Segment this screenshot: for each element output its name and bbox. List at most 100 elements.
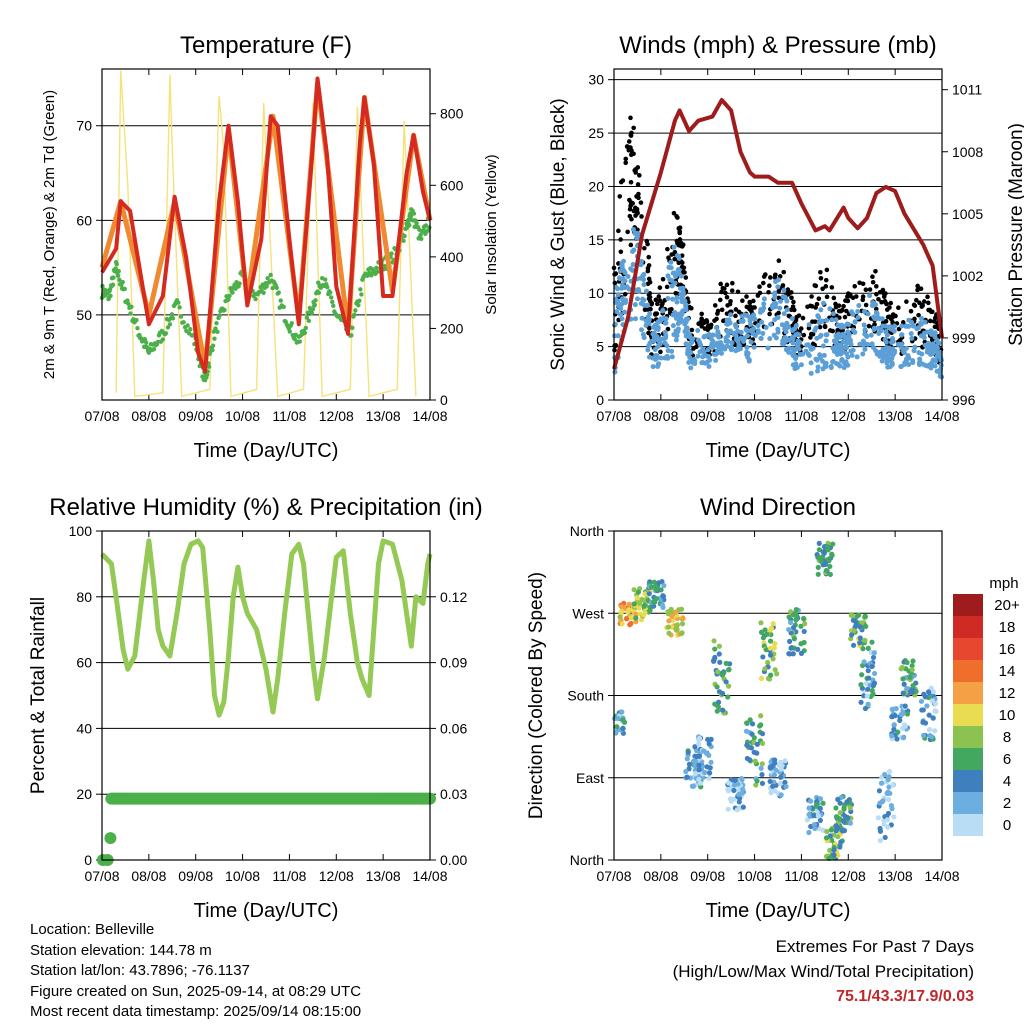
wind-point [701, 334, 707, 340]
gust-point [870, 274, 875, 279]
wind-point [856, 303, 862, 309]
direction-point [802, 621, 808, 627]
dewpoint-point [222, 307, 227, 313]
direction-point [830, 541, 836, 547]
wind-point [713, 325, 719, 331]
wind-point [650, 364, 656, 370]
precip-point [104, 832, 117, 845]
gust-point [911, 302, 917, 308]
wind-point [644, 302, 650, 308]
direction-point [753, 782, 759, 788]
direction-point [891, 726, 897, 732]
wind-point [924, 329, 930, 335]
wind-point [634, 235, 640, 241]
gust-point [719, 307, 725, 313]
x-tick-label: 07/08 [596, 868, 631, 884]
direction-point [760, 635, 767, 641]
wind-point [879, 349, 885, 355]
direction-point [771, 772, 777, 778]
wind-point [938, 362, 944, 368]
chart-title-1: Temperature (F) [180, 32, 352, 59]
direction-point [679, 621, 686, 627]
wind-point [886, 345, 892, 351]
gust-point [666, 255, 671, 260]
direction-point [865, 668, 871, 674]
direction-point [719, 672, 725, 678]
wind-point [663, 335, 669, 341]
wind-point [663, 316, 669, 322]
wind-point [852, 319, 858, 325]
wind-point [706, 363, 712, 369]
wind-point [784, 298, 790, 304]
chart-title-4: Wind Direction [700, 494, 856, 521]
extremes-values: 75.1/43.3/17.9/0.03 [836, 988, 974, 1005]
wind-point [731, 331, 737, 337]
pressure-line [612, 98, 944, 370]
gust-point [714, 316, 719, 322]
direction-point [772, 640, 778, 647]
wind-point [662, 329, 668, 335]
wind-point [761, 296, 767, 302]
direction-point [884, 790, 890, 796]
direction-point [623, 616, 630, 622]
direction-point [812, 825, 818, 832]
gust-point [817, 324, 823, 330]
dewpoint-point [350, 325, 355, 330]
wind-point [767, 336, 773, 342]
wind-point [676, 319, 682, 325]
wind-point [655, 326, 661, 332]
wind-point [797, 339, 803, 345]
gust-point [776, 258, 782, 264]
wind-point [830, 311, 836, 317]
gust-point [874, 291, 879, 297]
gust-point [816, 296, 822, 301]
direction-point [770, 656, 776, 662]
direction-point [636, 605, 642, 611]
wind-point [671, 244, 677, 250]
wind-point [830, 359, 836, 365]
dewpoint-point [188, 327, 193, 332]
direction-point [918, 698, 925, 704]
gust-point [760, 280, 766, 286]
direction-point [628, 620, 634, 627]
wind-point [821, 300, 827, 306]
wind-point [639, 327, 645, 333]
x-tick-label: 11/08 [272, 868, 306, 884]
wind-point [898, 364, 904, 370]
wind-point [791, 350, 797, 356]
direction-point [865, 645, 871, 651]
gust-point [776, 310, 781, 316]
direction-point [790, 625, 797, 631]
direction-point [833, 823, 839, 829]
dewpoint-point [374, 265, 379, 270]
wind-point [845, 362, 851, 368]
direction-point [659, 602, 665, 608]
direction-point [782, 779, 788, 786]
wind-point [697, 349, 703, 355]
direction-point [795, 646, 801, 652]
y-right-tick-label: 600 [440, 177, 464, 193]
y-right-tick-label: 0 [440, 392, 448, 408]
gust-point [730, 280, 735, 286]
gust-point [896, 305, 901, 311]
legend-label: 8 [1003, 729, 1011, 746]
direction-point [747, 717, 753, 723]
direction-point [823, 835, 830, 841]
direction-point [692, 771, 699, 777]
gust-point [925, 294, 930, 300]
gust-point [918, 286, 924, 292]
dewpoint-point [114, 262, 119, 267]
direction-point [706, 775, 712, 781]
gust-point [665, 246, 670, 252]
dewpoint-point [237, 281, 242, 286]
direction-point [700, 748, 707, 754]
dewpoint-point [329, 295, 334, 300]
direction-point [768, 672, 774, 678]
wind-point [862, 331, 868, 337]
legend-label: 14 [999, 663, 1016, 680]
wind-point [823, 338, 829, 344]
direction-point [885, 796, 892, 803]
gust-point [853, 294, 859, 299]
plot-frame [613, 68, 943, 401]
